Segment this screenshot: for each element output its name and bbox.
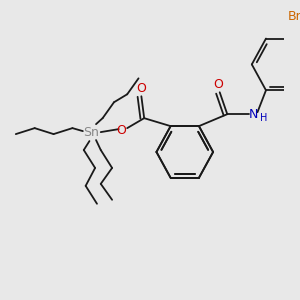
Text: H: H	[260, 113, 268, 123]
Text: Br: Br	[287, 10, 300, 23]
Text: O: O	[117, 124, 127, 136]
Text: O: O	[213, 78, 223, 91]
Text: Sn: Sn	[83, 126, 99, 139]
Text: O: O	[136, 82, 146, 95]
Text: N: N	[249, 108, 258, 121]
